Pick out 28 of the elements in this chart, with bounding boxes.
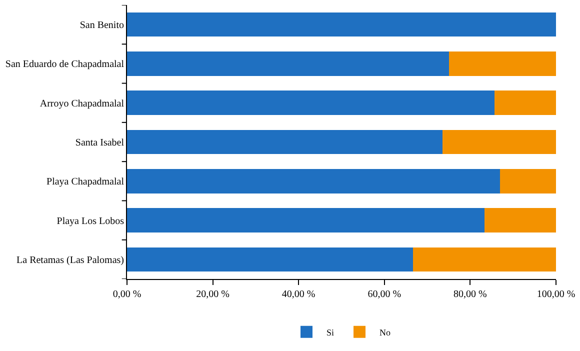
bar xyxy=(413,247,556,272)
bar xyxy=(127,130,442,154)
x-tick-label: 100,00 % xyxy=(536,289,576,300)
bar xyxy=(500,169,556,194)
bar xyxy=(442,130,556,154)
legend-label: No xyxy=(380,327,392,338)
bar xyxy=(127,52,449,76)
x-tick-label: 60,00 % xyxy=(368,289,402,300)
y-tick-label: San Benito xyxy=(80,20,124,32)
bar xyxy=(127,12,556,37)
x-tick-label: 20,00 % xyxy=(196,289,230,300)
bar xyxy=(484,208,556,232)
bar xyxy=(127,247,414,272)
x-tick-label: 80,00 % xyxy=(454,289,487,300)
bar xyxy=(448,52,556,76)
y-tick-label: Santa Isabel xyxy=(75,138,124,148)
y-tick-label: Arroyo Chapadmalal xyxy=(40,98,124,110)
bar xyxy=(127,169,500,194)
bar xyxy=(494,90,556,115)
x-tick-label: 0,00 % xyxy=(112,289,142,300)
y-tick-label: Playa Los Lobos xyxy=(56,216,124,227)
y-tick-label: San Eduardo de Chapadmalal xyxy=(5,59,124,70)
y-tick-label: Playa Chapadmalal xyxy=(46,176,124,188)
bar xyxy=(127,90,495,115)
legend-label: Si xyxy=(326,327,335,338)
x-tick-label: 40,00 % xyxy=(282,289,316,300)
bar xyxy=(127,208,484,232)
y-tick-label: La Retamas (Las Palomas) xyxy=(16,254,124,266)
